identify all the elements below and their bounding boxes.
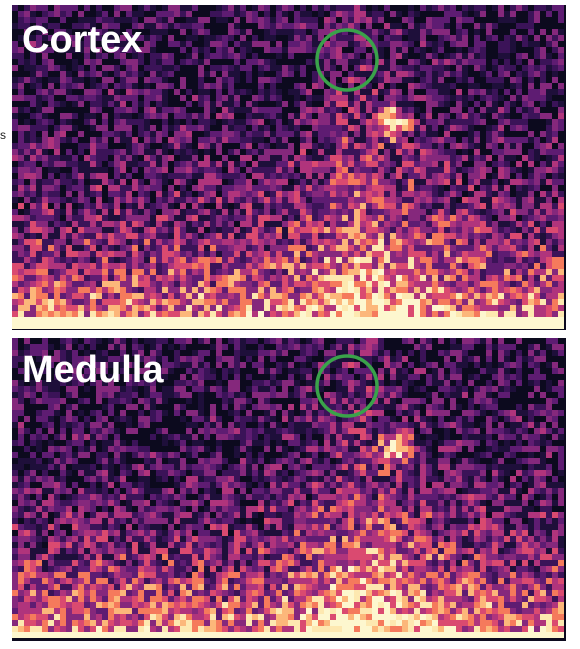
heatmap-panel [12,338,566,641]
heatmap-cells [12,113,564,317]
edge-text: s [0,128,6,142]
heatmap-cells [12,65,564,317]
heatmap-cells [12,107,564,317]
highlight-circle [315,354,379,418]
heatmap-cells [12,362,564,632]
heatmap-cells [12,452,564,632]
heatmap-cells [18,338,564,632]
heatmap-cells [12,434,564,632]
heatmap-cells [12,5,564,263]
highlight-circle [315,28,379,92]
heatmap-panel [12,5,566,330]
panel-label: Cortex [22,19,142,61]
panel-label: Medulla [22,349,164,391]
